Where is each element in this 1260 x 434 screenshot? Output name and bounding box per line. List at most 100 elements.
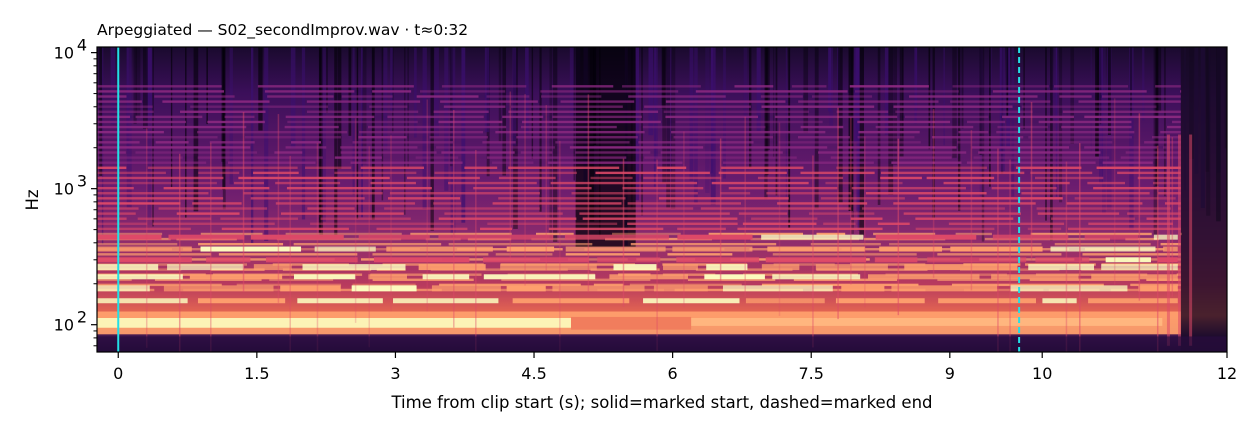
note-band: [745, 298, 825, 304]
harmonic-partial: [306, 100, 421, 103]
harmonic-partial: [243, 192, 383, 195]
note-band: [422, 274, 470, 280]
harmonic-partial: [818, 151, 967, 154]
harmonic-partial: [1087, 181, 1126, 185]
spectrogram-streak: [670, 47, 676, 209]
spectrogram-streak: [135, 47, 141, 118]
spectrogram-streak: [1045, 47, 1047, 221]
note-band: [874, 257, 918, 263]
harmonic-partial: [137, 217, 212, 220]
note-band: [368, 274, 407, 280]
harmonic-partial: [1054, 242, 1151, 246]
harmonic-partial: [540, 90, 679, 93]
spectrogram-streak: [337, 47, 342, 169]
harmonic-partial: [665, 100, 786, 103]
harmonic-partial: [865, 192, 987, 195]
harmonic-partial: [155, 141, 189, 144]
note-band: [506, 285, 546, 292]
harmonic-partial: [557, 207, 694, 210]
harmonic-partial: [1084, 115, 1181, 119]
harmonic-partial: [1066, 202, 1143, 205]
x-tick-label: 3: [390, 364, 400, 383]
y-tick-label: 10: [54, 44, 74, 63]
spectrogram-streak: [689, 47, 694, 181]
spectrogram-content: [97, 47, 1227, 352]
harmonic-partial: [673, 136, 774, 139]
harmonic-partial: [97, 253, 212, 256]
spectrogram-streak: [392, 47, 394, 133]
harmonic-partial: [267, 95, 334, 98]
harmonic-partial: [1144, 141, 1181, 144]
harmonic-partial: [1067, 227, 1181, 231]
decay-burst: [1166, 134, 1170, 346]
harmonic-partial: [441, 85, 527, 88]
spectrogram-streak: [362, 47, 367, 165]
x-axis: 0 1.5 3 4.5 6 7.5 9 10 12: [113, 352, 1237, 383]
spectrogram-streak: [710, 47, 714, 173]
spectrogram-streak: [404, 47, 406, 215]
harmonic-partial: [341, 95, 393, 98]
harmonic-partial: [197, 156, 323, 159]
harmonic-partial: [1130, 283, 1181, 287]
harmonic-partial: [858, 130, 920, 134]
harmonic-partial: [971, 146, 1070, 149]
harmonic-partial: [1152, 181, 1181, 185]
spectrogram-streak: [502, 47, 507, 176]
note-band: [552, 285, 645, 292]
spectrogram-streak: [764, 47, 768, 200]
harmonic-partial: [595, 171, 710, 175]
harmonic-partial: [1015, 166, 1082, 169]
harmonic-partial: [158, 207, 268, 210]
spectrogram-streak: [932, 47, 935, 219]
note-onset: [932, 109, 935, 278]
harmonic-partial: [777, 202, 868, 205]
note-band: [163, 285, 274, 292]
note-band: [904, 264, 1018, 271]
note-band: [97, 298, 188, 304]
harmonic-partial: [284, 125, 339, 129]
spectrogram-streak: [334, 47, 338, 237]
harmonic-partial: [660, 151, 783, 154]
spectrogram-streak: [667, 47, 672, 173]
x-tick-label: 6: [668, 364, 678, 383]
spectrogram-streak: [756, 47, 761, 131]
harmonic-partial: [97, 171, 166, 175]
marker-lines: [117, 47, 1021, 352]
harmonic-partial: [1125, 237, 1159, 241]
harmonic-partial: [389, 192, 540, 195]
harmonic-partial: [667, 253, 733, 256]
harmonic-partial: [773, 263, 835, 266]
spectrogram-streak: [222, 47, 226, 190]
harmonic-partial: [948, 222, 1065, 225]
spectrogram-streak: [902, 47, 904, 139]
spectrogram-streak: [653, 47, 656, 187]
y-tick-label: 10: [54, 180, 74, 199]
note-band: [506, 246, 555, 252]
x-tick-label: 10: [1032, 364, 1052, 383]
harmonic-partial: [310, 222, 454, 225]
spectrogram-streak: [383, 47, 388, 150]
note-band: [1163, 246, 1178, 252]
note-band: [1105, 257, 1151, 263]
harmonic-partial: [441, 151, 515, 154]
harmonic-partial: [811, 95, 873, 98]
note-onset: [683, 131, 685, 308]
note-onset: [316, 142, 319, 352]
harmonic-partial: [797, 136, 850, 139]
harmonic-partial: [904, 115, 989, 119]
harmonic-partial: [1137, 176, 1181, 180]
harmonic-partial: [966, 161, 1096, 164]
harmonic-partial: [662, 273, 716, 276]
note-band: [672, 246, 753, 252]
harmonic-partial: [854, 90, 959, 93]
spectrogram-streak: [549, 47, 553, 240]
spectrogram-streak: [884, 47, 889, 135]
harmonic-partial: [200, 232, 263, 236]
harmonic-partial: [162, 100, 270, 103]
harmonic-partial: [495, 253, 553, 256]
spectrogram-streak: [1142, 47, 1145, 121]
harmonic-partial: [1160, 130, 1181, 134]
harmonic-partial: [97, 85, 222, 88]
harmonic-partial: [875, 258, 960, 261]
spectrogram-streak: [1156, 47, 1162, 112]
